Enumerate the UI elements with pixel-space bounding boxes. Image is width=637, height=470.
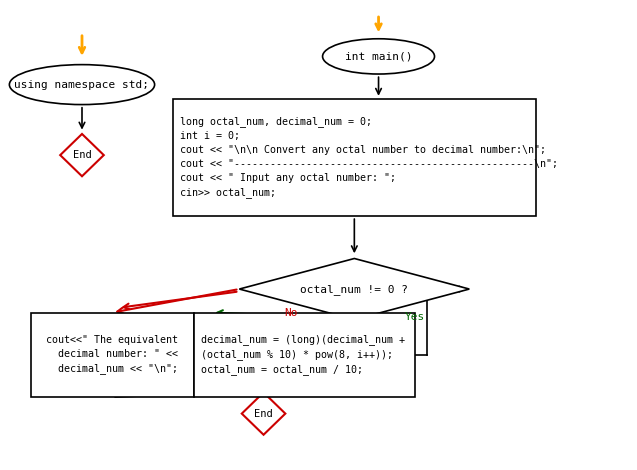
Text: int main(): int main() <box>345 51 412 62</box>
Text: Yes: Yes <box>404 312 425 322</box>
FancyBboxPatch shape <box>194 313 415 397</box>
Polygon shape <box>61 134 104 176</box>
Text: cout<<" The equivalent
  decimal number: " <<
  decimal_num << "\n";: cout<<" The equivalent decimal number: "… <box>47 336 178 374</box>
Polygon shape <box>240 258 469 320</box>
Text: End: End <box>254 408 273 419</box>
FancyBboxPatch shape <box>31 313 194 397</box>
Text: No: No <box>284 307 297 318</box>
Text: octal_num != 0 ?: octal_num != 0 ? <box>300 283 408 295</box>
Ellipse shape <box>322 39 434 74</box>
Text: decimal_num = (long)(decimal_num +
(octal_num % 10) * pow(8, i++));
octal_num = : decimal_num = (long)(decimal_num + (octa… <box>201 335 405 375</box>
Ellipse shape <box>10 65 155 105</box>
Text: long octal_num, decimal_num = 0;
int i = 0;
cout << "\n\n Convert any octal numb: long octal_num, decimal_num = 0; int i =… <box>180 117 558 198</box>
Polygon shape <box>242 392 285 435</box>
FancyBboxPatch shape <box>173 99 536 216</box>
Text: End: End <box>73 150 91 160</box>
Text: using namespace std;: using namespace std; <box>15 79 150 90</box>
